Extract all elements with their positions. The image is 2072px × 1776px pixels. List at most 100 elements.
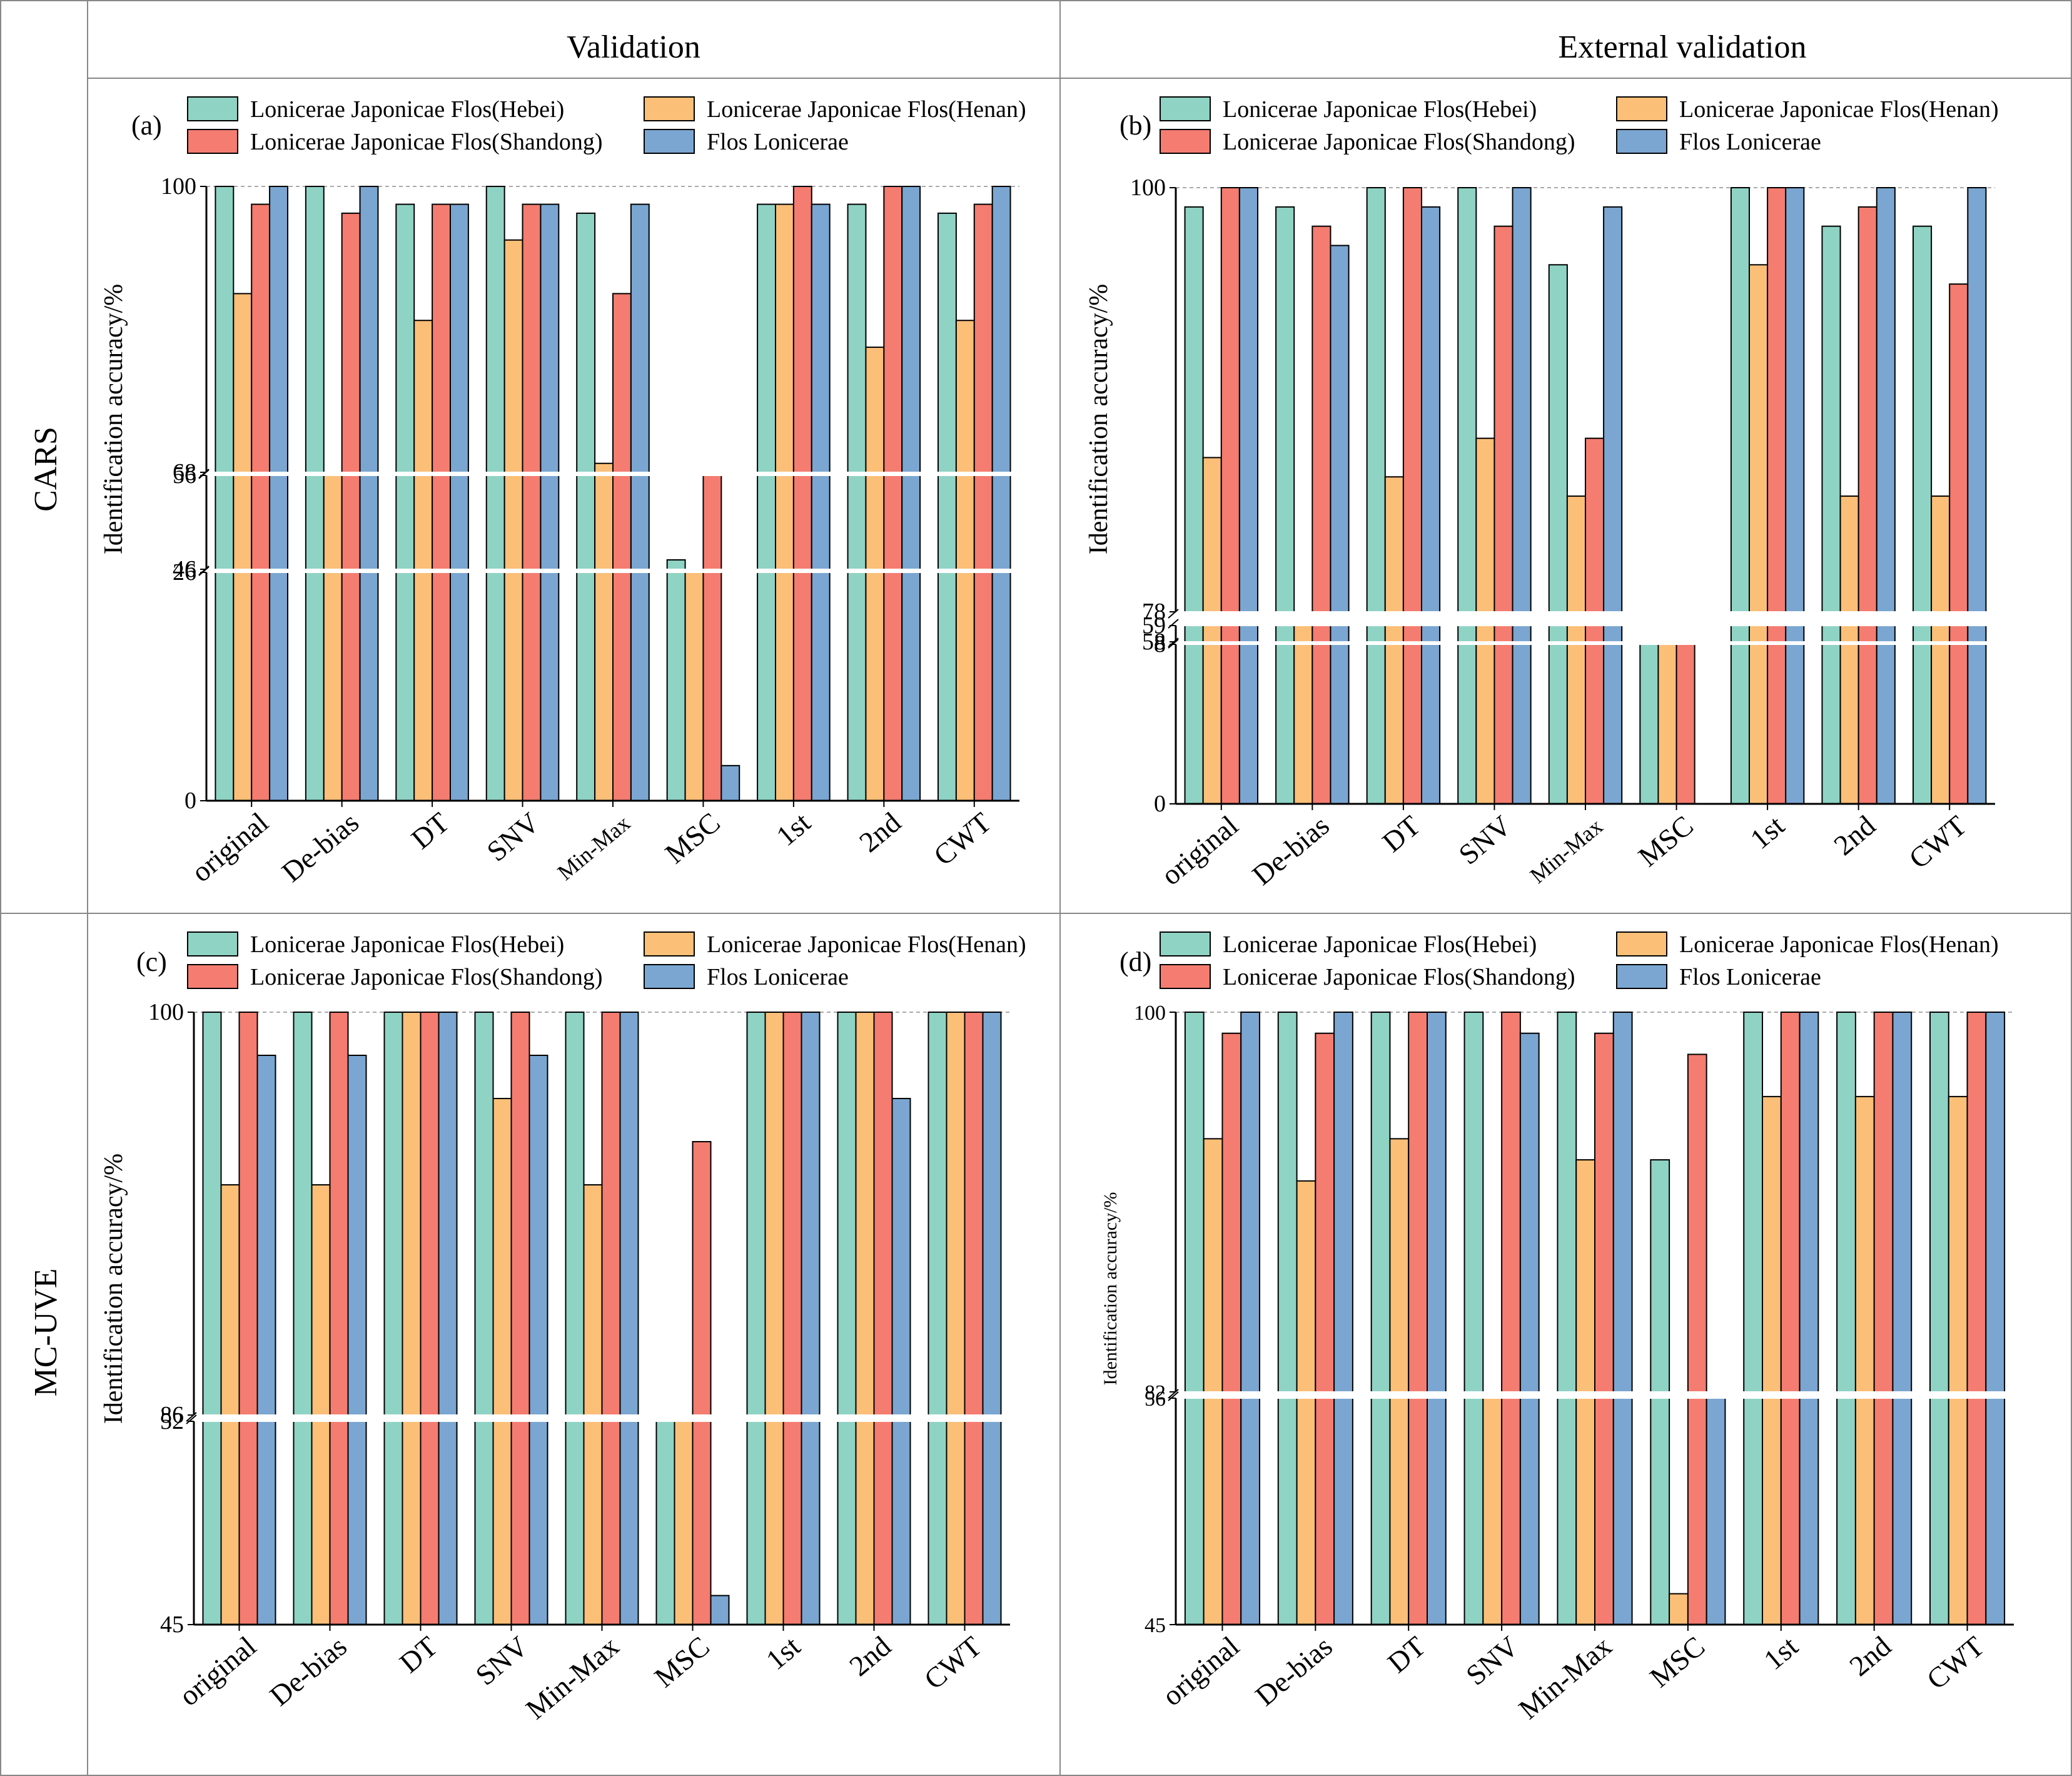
y-tick-label: 46 — [173, 556, 196, 582]
y-axis-label: Identification accuracy/% — [99, 284, 128, 555]
bar-3-2 — [510, 1012, 530, 1625]
x-tick-label: DT — [1377, 809, 1427, 858]
bar-8-3 — [991, 186, 1011, 801]
bar-6-0 — [1730, 187, 1751, 804]
bar-4-2 — [1594, 1032, 1614, 1625]
bar-1-2 — [1311, 225, 1332, 804]
legend-swatch — [1160, 129, 1211, 154]
bar-6-3 — [811, 203, 831, 801]
bar-0-0 — [215, 186, 235, 801]
x-tick-label: De-bias — [1246, 809, 1335, 891]
x-tick-label: SNV — [1460, 1630, 1524, 1692]
x-tick-label: 2nd — [1827, 809, 1881, 861]
bar-1-3 — [1333, 1012, 1353, 1625]
bar-7-0 — [847, 203, 867, 801]
x-tick-label: De-bias — [264, 1630, 353, 1712]
legend-swatch — [187, 964, 238, 989]
x-tick-label: 1st — [770, 806, 816, 852]
legend-swatch — [1616, 931, 1667, 957]
axis-break-gap — [194, 472, 1023, 476]
bar-0-1 — [220, 1184, 240, 1625]
bar-3-3 — [540, 203, 560, 801]
axis-break-gap — [1163, 611, 1998, 626]
x-tick-label: SNV — [481, 806, 545, 868]
bar-1-2 — [1315, 1032, 1335, 1625]
bar-8-1 — [946, 1012, 966, 1625]
x-tick-label: SNV — [1453, 809, 1517, 871]
legend-label: Lonicerae Japonicae Flos(Shandong) — [250, 964, 603, 990]
legend-swatch — [1616, 96, 1667, 121]
y-tick-label: 100 — [161, 173, 196, 200]
bar-2-3 — [1427, 1012, 1447, 1625]
legend-swatch — [1160, 964, 1211, 989]
bar-6-2 — [782, 1012, 802, 1625]
bar-6-2 — [1780, 1012, 1801, 1625]
bar-3-2 — [522, 203, 542, 801]
legend-label: Flos Lonicerae — [707, 964, 849, 990]
bar-3-1 — [503, 239, 523, 801]
bar-0-0 — [202, 1012, 222, 1625]
bar-7-3 — [891, 1098, 911, 1625]
legend-label: Flos Lonicerae — [1679, 964, 1821, 990]
bar-3-3 — [1519, 1032, 1540, 1625]
panel-label: (a) — [131, 110, 162, 141]
row-header-mc-uve: MC-UVE — [28, 1268, 64, 1396]
bar-6-2 — [1767, 187, 1787, 804]
bar-5-2 — [702, 475, 722, 801]
x-tick-label: DT — [1382, 1630, 1432, 1679]
bar-5-3 — [1706, 1398, 1726, 1625]
bar-0-1 — [233, 293, 253, 801]
bar-1-2 — [341, 212, 361, 801]
x-tick-label: 2nd — [843, 1630, 897, 1682]
x-tick-label: 1st — [1744, 809, 1791, 855]
y-tick-label: 8 — [1154, 631, 1166, 657]
bar-1-3 — [359, 186, 379, 801]
bar-7-2 — [1857, 206, 1877, 804]
x-tick-label: CWT — [1921, 1630, 1990, 1696]
legend-label: Lonicerae Japonicae Flos(Henan) — [1679, 931, 1999, 958]
legend-swatch — [187, 96, 238, 121]
bar-6-0 — [1743, 1012, 1763, 1625]
x-tick-label: CWT — [1903, 809, 1973, 875]
x-tick-label: De-bias — [1249, 1630, 1338, 1712]
x-tick-label: MSC — [1632, 809, 1699, 873]
legend-label: Lonicerae Japonicae Flos(Henan) — [707, 931, 1026, 958]
bar-6-1 — [775, 203, 794, 801]
bar-3-0 — [474, 1012, 494, 1625]
legend-swatch — [1160, 931, 1211, 957]
bar-6-1 — [1762, 1095, 1782, 1625]
bar-2-3 — [438, 1012, 458, 1625]
bar-1-2 — [329, 1012, 349, 1625]
legend-label: Lonicerae Japonicae Flos(Henan) — [1679, 96, 1999, 123]
bar-5-1 — [684, 572, 704, 801]
axis-break-mark — [1168, 619, 1179, 629]
x-tick-label: SNV — [470, 1630, 534, 1692]
x-tick-label: original — [173, 1630, 262, 1712]
bar-5-2 — [1687, 1053, 1707, 1625]
panel-label: (b) — [1119, 110, 1151, 141]
legend-swatch — [1160, 96, 1211, 121]
bar-2-1 — [1389, 1138, 1410, 1626]
legend-swatch — [1616, 964, 1667, 989]
legend-swatch — [644, 129, 695, 154]
bar-1-0 — [1275, 206, 1295, 804]
bar-8-2 — [973, 203, 993, 801]
bar-1-3 — [347, 1055, 367, 1625]
panel-label: (d) — [1119, 946, 1151, 977]
y-tick-label: 59 — [1142, 612, 1166, 639]
bar-2-0 — [383, 1012, 403, 1625]
bar-7-0 — [837, 1012, 857, 1625]
bar-6-3 — [801, 1012, 821, 1625]
bar-6-3 — [1785, 187, 1805, 804]
bar-0-3 — [256, 1055, 276, 1625]
row-header-cars: CARS — [28, 427, 64, 512]
bar-7-3 — [1876, 187, 1896, 804]
bar-1-1 — [311, 1184, 331, 1625]
y-tick-label: 45 — [160, 1611, 184, 1638]
bar-0-3 — [1238, 187, 1259, 804]
x-tick-label: De-bias — [276, 806, 365, 888]
bar-1-0 — [293, 1012, 313, 1625]
bar-7-3 — [901, 186, 921, 801]
bar-2-0 — [1370, 1012, 1391, 1625]
